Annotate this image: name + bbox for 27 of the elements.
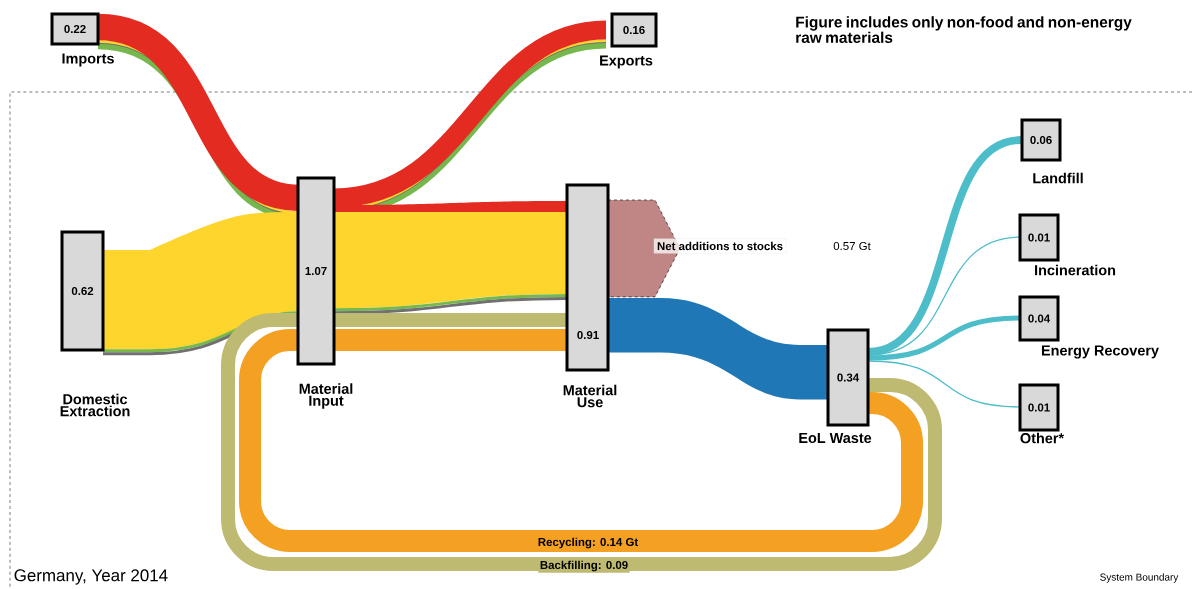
category-label: Domestic Extraction bbox=[60, 393, 130, 417]
category-label: Landfill bbox=[1033, 172, 1083, 184]
category-label: Incineration bbox=[1035, 264, 1116, 276]
data-label: 0.62 bbox=[71, 286, 94, 295]
text: Germany, Year 2014 bbox=[14, 569, 168, 585]
data-label: 1.07 bbox=[305, 266, 327, 275]
text: System Boundary bbox=[1100, 573, 1179, 583]
data-label: 0.01 bbox=[1028, 233, 1050, 242]
data-label: 0.16 bbox=[623, 25, 645, 34]
text: Backfilling: 0.09 bbox=[540, 560, 628, 572]
text: Figure includes only non-food and non-energy raw materials bbox=[796, 16, 1132, 43]
category-label: Material Use bbox=[563, 384, 617, 408]
data-label: 0.04 bbox=[1028, 314, 1051, 323]
data-label: 0.91 bbox=[577, 330, 599, 339]
category-label: Net additions to stocks bbox=[657, 241, 783, 251]
category-label: EoL Waste bbox=[799, 432, 872, 443]
data-label: 0.57 Gt bbox=[833, 241, 871, 250]
data-label: 0.01 bbox=[1028, 403, 1050, 412]
category-label: Exports bbox=[600, 55, 653, 69]
category-label: Energy Recovery bbox=[1041, 345, 1159, 359]
data-label: 0.22 bbox=[64, 24, 86, 33]
data-label: 0.06 bbox=[1030, 135, 1052, 144]
category-label: Material Input bbox=[299, 383, 353, 409]
data-label: 0.34 bbox=[837, 373, 860, 382]
text: Recycling: 0.14 Gt bbox=[538, 537, 639, 549]
category-label: Other* bbox=[1020, 432, 1065, 444]
category-label: Imports bbox=[62, 53, 114, 67]
